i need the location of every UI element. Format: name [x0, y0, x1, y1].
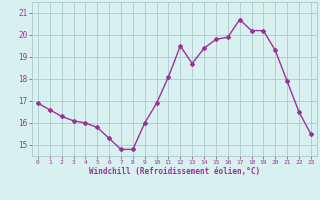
X-axis label: Windchill (Refroidissement éolien,°C): Windchill (Refroidissement éolien,°C): [89, 167, 260, 176]
